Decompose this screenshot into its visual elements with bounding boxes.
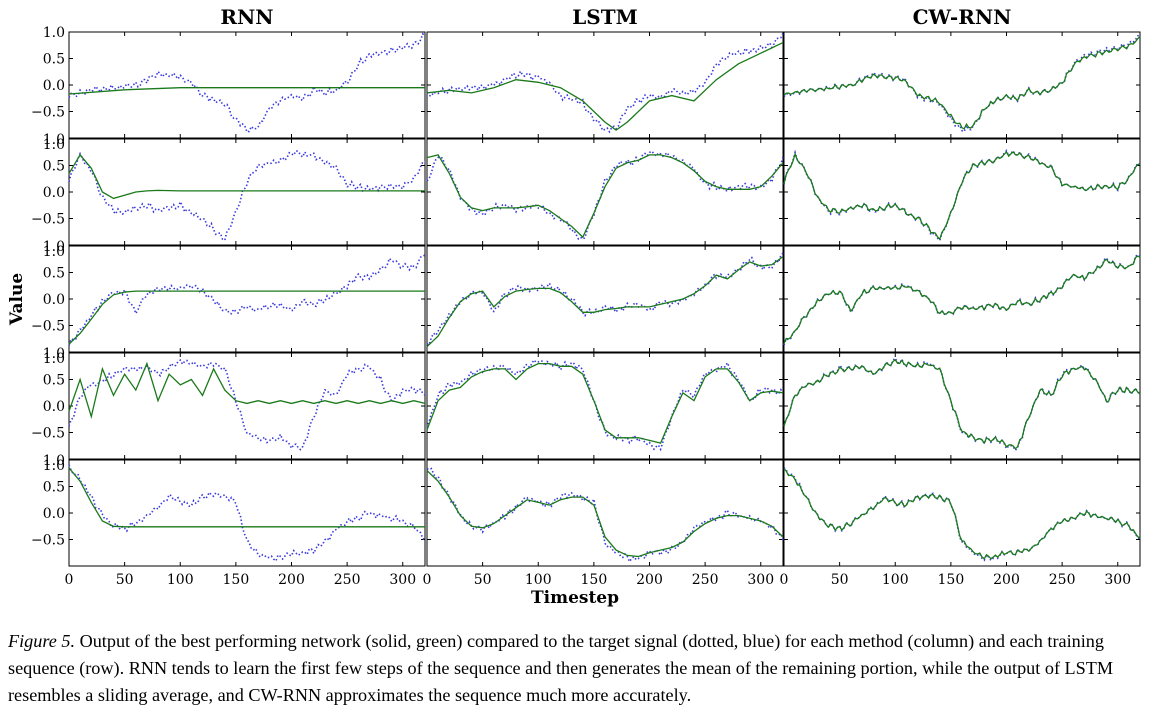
y-tick-label-r1-3: −0.5 xyxy=(31,212,65,228)
x-tick-label-c2-2: 100 xyxy=(882,572,909,588)
x-tick-label-c1-0: 0 xyxy=(423,572,432,588)
figure-caption: Figure 5. Output of the best performing … xyxy=(8,628,1148,709)
target-line-r2-c0 xyxy=(68,254,426,346)
x-tick-label-c2-3: 150 xyxy=(938,572,965,588)
x-tick-label-c1-3: 150 xyxy=(581,572,608,588)
panel-frame-r4-c2 xyxy=(783,459,1141,567)
y-tick-label-r2-0: 1.0 xyxy=(43,239,65,255)
y-axis-label: Value xyxy=(7,273,27,326)
x-tick-label-c0-1: 50 xyxy=(116,572,134,588)
target-line-r0-c2 xyxy=(783,33,1141,133)
y-tick-label-r1-4: 1.0 xyxy=(43,244,65,260)
x-tick-label-c0-6: 300 xyxy=(389,572,416,588)
caption-label: Figure 5. xyxy=(8,631,76,651)
output-line-r3-c0 xyxy=(68,361,426,420)
target-line-r1-c0 xyxy=(68,150,426,242)
target-line-r0-c0 xyxy=(68,32,426,134)
x-tick-label-c0-2: 100 xyxy=(167,572,194,588)
output-line-r3-c2 xyxy=(783,358,1141,450)
output-line-r0-c2 xyxy=(783,36,1141,130)
output-line-r2-c1 xyxy=(426,256,784,348)
target-line-r3-c1 xyxy=(426,358,784,452)
y-tick-label-r4-2: 0.0 xyxy=(43,506,65,522)
output-line-r2-c0 xyxy=(68,290,425,345)
x-tick-label-c2-0: 0 xyxy=(780,572,789,588)
panel-frame-r2-c1 xyxy=(426,245,784,353)
panel-frame-r0-c0 xyxy=(68,31,426,139)
y-tick-label-r1-1: 0.5 xyxy=(43,159,65,175)
output-line-r2-c2 xyxy=(783,255,1141,345)
output-line-r1-c0 xyxy=(68,153,425,200)
x-axis-label: Timestep xyxy=(531,588,619,608)
x-tick-label-c2-1: 50 xyxy=(831,572,849,588)
target-line-r4-c1 xyxy=(426,467,784,564)
panel-frame-r2-c2 xyxy=(783,245,1141,353)
target-line-r0-c1 xyxy=(426,32,784,134)
y-tick-label-r4-1: 0.5 xyxy=(43,480,65,496)
panel-frame-r2-c0 xyxy=(68,245,426,353)
y-tick-label-r3-1: 0.5 xyxy=(43,373,65,389)
panel-frame-r4-c0 xyxy=(68,459,426,567)
x-tick-label-c1-5: 250 xyxy=(692,572,719,588)
y-tick-label-r2-2: 0.0 xyxy=(43,292,65,308)
x-tick-label-c0-5: 250 xyxy=(334,572,361,588)
y-tick-label-r1-2: 0.0 xyxy=(43,185,65,201)
target-line-r2-c1 xyxy=(426,252,784,346)
x-tick-label-c0-0: 0 xyxy=(65,572,74,588)
panel-frame-r1-c1 xyxy=(426,138,784,246)
y-tick-label-r4-0: 1.0 xyxy=(43,453,65,469)
y-tick-label-r3-4: 1.0 xyxy=(43,458,65,474)
x-tick-label-c1-6: 300 xyxy=(747,572,774,588)
target-line-r3-c0 xyxy=(68,358,426,451)
x-tick-label-c2-6: 300 xyxy=(1104,572,1131,588)
panel-frame-r3-c0 xyxy=(68,352,426,460)
y-tick-label-r4-3: −0.5 xyxy=(31,533,65,549)
x-tick-label-c1-2: 100 xyxy=(525,572,552,588)
y-tick-label-r1-0: 1.0 xyxy=(43,132,65,148)
y-tick-label-r0-4: 1.0 xyxy=(43,137,65,153)
y-tick-label-r3-0: 1.0 xyxy=(43,346,65,362)
target-line-r4-c0 xyxy=(68,464,426,563)
output-line-r1-c1 xyxy=(426,154,784,239)
x-tick-label-c1-1: 50 xyxy=(474,572,492,588)
y-tick-label-r0-2: 0.0 xyxy=(43,78,65,94)
column-title-1: LSTM xyxy=(572,5,638,29)
output-line-r0-c1 xyxy=(426,42,784,131)
column-title-2: CW-RNN xyxy=(913,5,1012,29)
x-tick-label-c2-4: 200 xyxy=(993,572,1020,588)
target-line-r4-c2 xyxy=(783,466,1141,562)
y-tick-label-r0-3: −0.5 xyxy=(31,105,65,121)
output-line-r4-c2 xyxy=(783,468,1141,560)
y-tick-label-r2-3: −0.5 xyxy=(31,319,65,335)
column-title-0: RNN xyxy=(220,5,273,29)
output-line-r3-c1 xyxy=(426,362,784,444)
output-line-r0-c0 xyxy=(68,87,425,95)
panel-frame-r4-c1 xyxy=(426,459,784,567)
output-line-r4-c0 xyxy=(68,467,425,528)
figure-grid: RNN LSTM CW-RNN Value Timestep 1.0 0.5 0.0 −0.5 1… xyxy=(7,5,1141,608)
panel-frame-r1-c2 xyxy=(783,138,1141,246)
y-tick-label-r3-3: −0.5 xyxy=(31,426,65,442)
caption-text: Output of the best performing network (s… xyxy=(8,631,1114,705)
y-tick-label-r0-1: 0.5 xyxy=(43,52,65,68)
output-line-r4-c1 xyxy=(426,470,784,558)
y-tick-label-r2-1: 0.5 xyxy=(43,266,65,282)
x-tick-label-c0-3: 150 xyxy=(223,572,250,588)
y-tick-label-r2-4: 1.0 xyxy=(43,351,65,367)
y-tick-label-r3-2: 0.0 xyxy=(43,399,65,415)
target-line-r1-c1 xyxy=(426,150,784,241)
target-line-r2-c2 xyxy=(783,253,1141,346)
output-line-r1-c2 xyxy=(783,150,1141,241)
x-tick-label-c1-4: 200 xyxy=(636,572,663,588)
panel-frame-r1-c0 xyxy=(68,138,426,246)
x-tick-label-c0-4: 200 xyxy=(278,572,305,588)
x-tick-label-c2-5: 250 xyxy=(1049,572,1076,588)
y-tick-label-r0-0: 1.0 xyxy=(43,25,65,41)
target-line-r1-c2 xyxy=(783,149,1141,242)
panel-frame-r0-c2 xyxy=(783,31,1141,139)
